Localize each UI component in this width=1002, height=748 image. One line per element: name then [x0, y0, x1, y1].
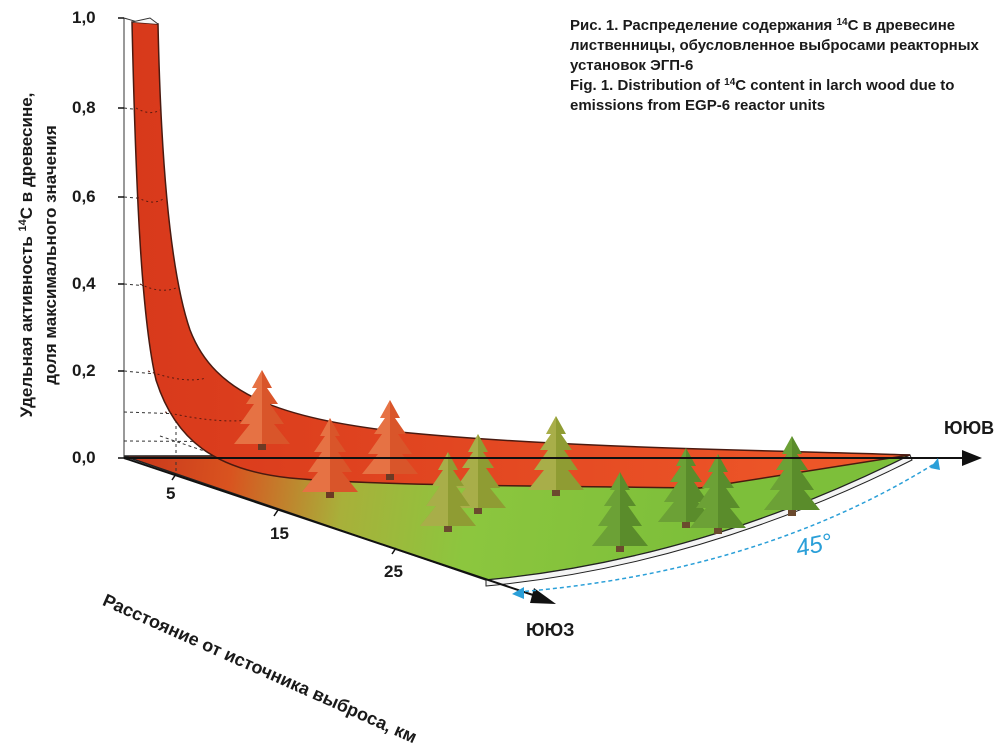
caption-en-line2: emissions from EGP-6 reactor units: [570, 97, 826, 114]
y-tick-label: 0,8: [72, 98, 96, 117]
direction-south-label: ЮЮЗ: [526, 620, 575, 640]
x-ticks: [171, 473, 397, 555]
x-tick-label: 25: [384, 562, 403, 581]
x-tick-label: 15: [270, 524, 289, 543]
arrow-icon: [962, 450, 982, 466]
caption-en-line1: Fig. 1. Distribution of 14C content in l…: [570, 77, 955, 94]
caption-ru-line2: лиственницы, обусловленное выбросами реа…: [570, 37, 979, 54]
caption-ru-line1: Рис. 1. Распределение содержания 14С в д…: [570, 17, 956, 34]
y-tick-label: 0,0: [72, 448, 96, 467]
activity-curve-surface: [131, 21, 911, 489]
curve-contours: [135, 107, 263, 422]
ground-rim: [485, 454, 913, 587]
curve-top-edge: [131, 17, 159, 25]
direction-east-label: ЮЮВ: [944, 418, 995, 438]
y-tick-label: 0,6: [72, 187, 96, 206]
y-tick-label: 0,2: [72, 361, 96, 380]
arrow-icon: [930, 458, 940, 470]
x-tick-label: 5: [166, 484, 176, 503]
y-ticks: [118, 17, 124, 459]
figure-caption: Рис. 1. Распределение содержания 14С в д…: [570, 16, 1002, 116]
y-tick-label: 1,0: [72, 8, 96, 27]
diagram-canvas: [118, 17, 982, 604]
axes: [123, 450, 982, 604]
arrow-icon: [512, 587, 524, 599]
arrow-icon: [530, 588, 556, 604]
caption-ru-line3: установок ЭГП-6: [570, 57, 694, 74]
y-tick-label: 0,4: [72, 274, 96, 293]
y-axis-label: Удельная активность 14С в древесине, дол…: [17, 92, 60, 418]
angle-arc: [517, 463, 935, 593]
